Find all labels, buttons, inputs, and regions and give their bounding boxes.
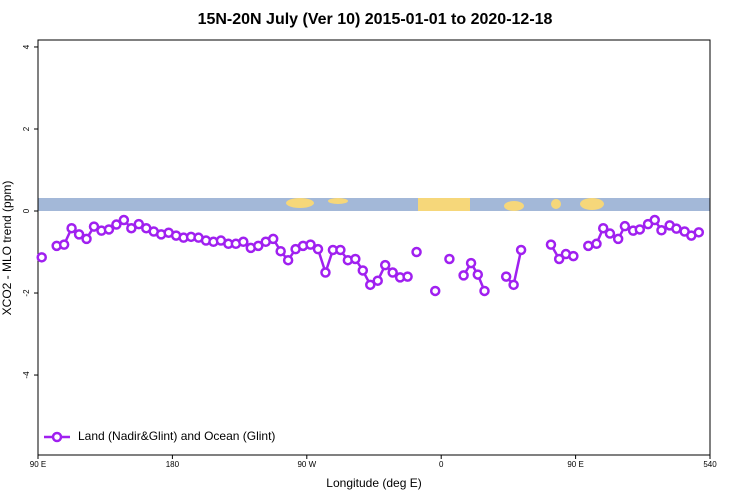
point — [275, 245, 286, 257]
point — [545, 239, 557, 250]
point — [649, 214, 660, 226]
point — [335, 244, 346, 256]
point — [693, 227, 705, 238]
point — [597, 222, 609, 234]
point — [444, 253, 455, 265]
point — [81, 233, 92, 245]
point — [634, 224, 646, 235]
point — [118, 214, 130, 226]
point — [411, 246, 422, 258]
point — [379, 259, 391, 271]
point — [305, 239, 316, 250]
point — [267, 233, 279, 245]
point — [73, 229, 85, 240]
point — [568, 250, 579, 262]
legend-marker — [51, 431, 63, 443]
point — [583, 240, 594, 252]
plot-frame — [37, 39, 711, 456]
point — [553, 253, 565, 265]
y-tick-label: -4 — [22, 371, 31, 379]
map-strip — [38, 198, 710, 211]
y-tick-label: 4 — [22, 44, 31, 49]
point — [619, 220, 631, 232]
y-tick-label: 0 — [22, 208, 31, 213]
point — [133, 218, 145, 230]
point — [671, 223, 682, 234]
point — [253, 240, 264, 252]
point — [604, 228, 616, 239]
x-tick-label: 0 — [439, 460, 444, 469]
point — [387, 267, 398, 278]
point — [320, 267, 331, 278]
point — [126, 222, 137, 234]
point — [66, 222, 77, 234]
x-tick-label: 90 E — [30, 460, 46, 469]
x-tick-label: 180 — [166, 460, 180, 469]
x-tick-label: 90 W — [297, 460, 316, 469]
point — [508, 279, 519, 291]
point — [372, 275, 383, 286]
point — [350, 253, 361, 265]
point — [365, 279, 376, 291]
y-tick-label: -2 — [22, 289, 31, 297]
point — [515, 244, 527, 256]
point — [103, 224, 115, 235]
point — [58, 239, 70, 250]
point — [312, 243, 324, 255]
point — [612, 233, 624, 245]
y-tick-label: 2 — [22, 126, 31, 131]
point — [500, 271, 512, 282]
legend-label: Land (Nadir&Glint) and Ocean (Glint) — [78, 429, 275, 443]
point — [591, 238, 602, 250]
point — [88, 221, 100, 232]
point — [479, 285, 490, 297]
y-axis-label: XCO2 - MLO trend (ppm) — [0, 181, 14, 316]
chart-title: 15N-20N July (Ver 10) 2015-01-01 to 2020… — [198, 11, 553, 28]
point — [458, 270, 469, 281]
point — [357, 265, 369, 276]
point — [111, 219, 122, 230]
point — [465, 257, 477, 269]
point — [656, 225, 667, 236]
point — [282, 254, 294, 266]
x-tick-label: 90 E — [567, 460, 583, 469]
x-axis-label: Longitude (deg E) — [326, 476, 421, 490]
point — [429, 285, 441, 297]
point — [238, 236, 249, 248]
point — [472, 269, 484, 280]
point — [36, 252, 47, 263]
point — [402, 271, 413, 282]
x-tick-label: 540 — [703, 460, 717, 469]
